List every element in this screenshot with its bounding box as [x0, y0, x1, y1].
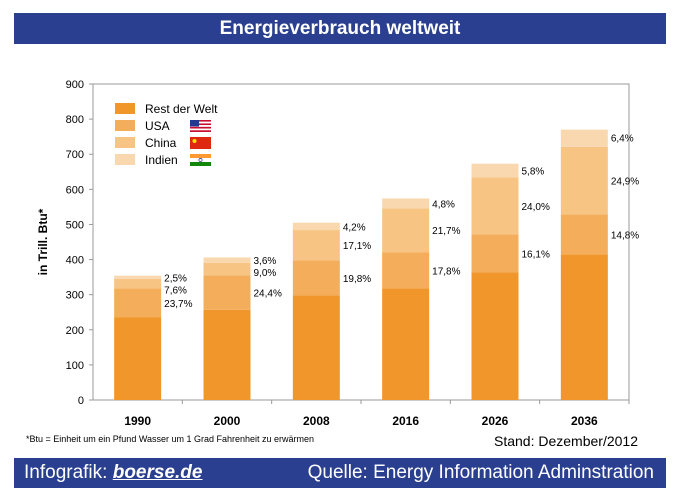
- flag-stripe: [190, 158, 211, 162]
- data-label-2016-usa: 17,8%: [432, 266, 460, 277]
- bar-2016-indien: [382, 198, 430, 209]
- bar-2036-indien: [560, 129, 608, 147]
- legend-swatch-usa: [115, 120, 135, 131]
- legend-label-usa: USA: [145, 119, 170, 133]
- data-label-2026-indien: 5,8%: [522, 167, 545, 178]
- flag-wheel: [198, 158, 203, 162]
- flag-field: [190, 137, 211, 149]
- data-label-2016-indien: 4,8%: [432, 199, 455, 210]
- x-tick-label: 2036: [571, 414, 598, 428]
- legend-swatch-china: [115, 137, 135, 148]
- bar-2026-indien: [471, 163, 519, 178]
- footer-prefix: Infografik:: [24, 462, 113, 483]
- bar-2026-rest: [471, 272, 519, 400]
- data-label-2036-usa: 14,8%: [611, 230, 639, 241]
- stand-date: Stand: Dezember/2012: [494, 433, 638, 449]
- chart-title: Energieverbrauch weltweit: [14, 13, 666, 44]
- bar-2026-china: [471, 177, 519, 235]
- data-label-2000-china: 9,0%: [254, 268, 277, 279]
- bars: [114, 129, 608, 400]
- flag-stripe: [190, 125, 211, 127]
- bar-2016-china: [382, 208, 430, 253]
- bar-2000-rest: [203, 309, 251, 400]
- data-label-2036-indien: 6,4%: [611, 134, 634, 145]
- y-axis: 0 100 200 300 400 500 600 700 800 900: [66, 79, 93, 407]
- bar-2008-indien: [292, 222, 340, 231]
- y-axis-label: in Trill. Btu*: [36, 208, 50, 275]
- brand-link[interactable]: boerse.de: [112, 462, 203, 483]
- legend-label-rest: Rest der Welt: [145, 102, 218, 116]
- bar-2016-usa: [382, 252, 430, 289]
- bar-2026-usa: [471, 234, 519, 273]
- y-tick-label: 400: [66, 255, 84, 267]
- legend: Rest der Welt USA China Indien: [115, 102, 218, 167]
- y-tick-label: 600: [66, 184, 84, 196]
- y-tick-label: 0: [78, 395, 84, 407]
- india-flag-icon: [190, 154, 211, 166]
- data-label-2000-indien: 3,6%: [254, 256, 277, 267]
- bar-2036-usa: [560, 214, 608, 255]
- data-label-1990-china: 7,6%: [164, 285, 187, 296]
- x-tick-label: 1990: [124, 414, 151, 428]
- flag-stripe: [190, 126, 211, 129]
- y-tick-label: 700: [66, 149, 84, 161]
- bar-2016-rest: [382, 288, 430, 400]
- legend-swatch-indien: [115, 154, 135, 165]
- y-tick-label: 200: [66, 325, 84, 337]
- data-label-1990-indien: 2,5%: [164, 273, 187, 284]
- bar-1990-china: [114, 278, 162, 289]
- x-tick-label: 2008: [303, 414, 330, 428]
- bar-2036-rest: [560, 254, 608, 400]
- data-label-2008-indien: 4,2%: [343, 222, 366, 233]
- flag-stripe: [190, 120, 211, 122]
- legend-label-china: China: [145, 136, 177, 150]
- bar-1990-rest: [114, 317, 162, 400]
- data-label-2036-china: 24,9%: [611, 177, 639, 188]
- flag-stripe: [190, 121, 211, 124]
- bar-2008-china: [292, 230, 340, 261]
- x-tick-label: 2026: [482, 414, 509, 428]
- bar-1990-indien: [114, 275, 162, 279]
- bar-2008-usa: [292, 260, 340, 296]
- footer-source: Quelle: Energy Information Adminstration: [307, 462, 654, 483]
- footer-credit: Infografik: boerse.de: [24, 462, 202, 484]
- bar-2008-rest: [292, 295, 340, 400]
- flag-stripe: [190, 154, 211, 158]
- x-tick-label: 2000: [214, 414, 241, 428]
- flag-stripe: [190, 162, 211, 166]
- bar-2000-usa: [203, 275, 251, 310]
- y-tick-label: 800: [66, 114, 84, 126]
- x-tick-label: 2016: [392, 414, 419, 428]
- usa-flag-icon: [190, 120, 211, 132]
- bar-2036-china: [560, 146, 608, 215]
- data-label-2026-usa: 16,1%: [522, 249, 550, 260]
- data-labels: 23,7% 7,6%2,5% 24,4% 9,0%3,6% 19,8% 17,1% 4,2%…: [164, 134, 639, 310]
- y-tick-label: 300: [66, 290, 84, 302]
- x-axis: 1990 2000 2008 2016 2026 2036: [124, 400, 630, 428]
- data-label-1990-usa: 23,7%: [164, 299, 192, 310]
- flag-canton: [190, 120, 199, 127]
- y-tick-label: 100: [66, 360, 84, 372]
- y-tick-label: 500: [66, 219, 84, 231]
- flag-star: [192, 139, 197, 143]
- data-label-2026-china: 24,0%: [522, 202, 550, 213]
- footnote: *Btu = Einheit um ein Pfund Wasser um 1 …: [26, 434, 315, 444]
- flag-stripe: [190, 123, 211, 126]
- bar-2000-china: [203, 262, 251, 276]
- china-flag-icon: [190, 137, 211, 149]
- bar-2000-indien: [203, 257, 251, 263]
- y-tick-label: 900: [66, 79, 84, 91]
- data-label-2008-usa: 19,8%: [343, 274, 371, 285]
- flag-stripe: [190, 130, 211, 132]
- legend-label-indien: Indien: [145, 153, 178, 167]
- legend-swatch-rest: [115, 103, 135, 114]
- bar-1990-usa: [114, 288, 162, 318]
- data-label-2008-china: 17,1%: [343, 241, 371, 252]
- flag-stripe: [190, 128, 211, 131]
- data-label-2016-china: 21,7%: [432, 226, 460, 237]
- footer-bar: Infografik: boerse.de Quelle: Energy Inf…: [14, 458, 666, 488]
- data-label-2000-usa: 24,4%: [254, 289, 282, 300]
